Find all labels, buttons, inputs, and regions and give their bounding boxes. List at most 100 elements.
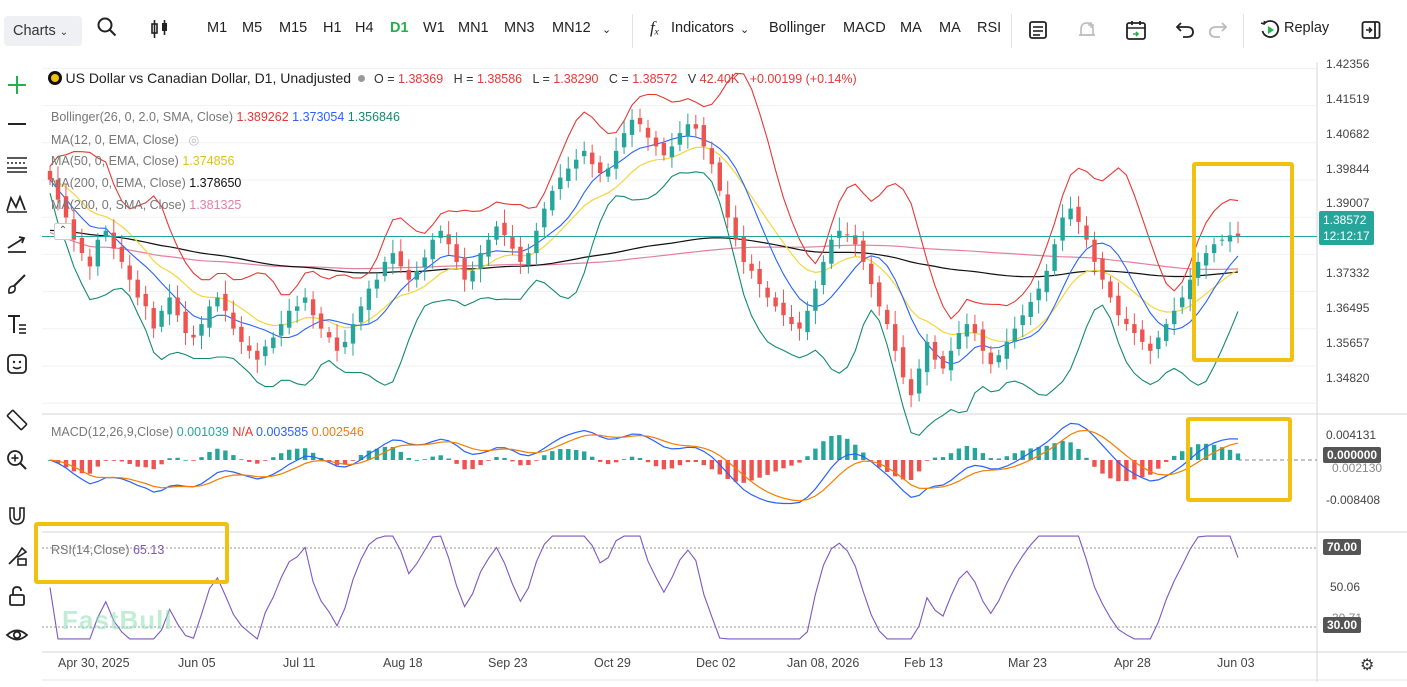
macd-histogram-bar [247,460,252,462]
indicators-button[interactable]: Indicators [671,20,734,36]
pattern-icon[interactable] [4,191,30,217]
timeframe-w1[interactable]: W1 [423,20,445,36]
bollinger-name: Bollinger(26, 0, 2.0, SMA, Close) [51,110,234,124]
candle-body [119,246,124,262]
lock-drawings-icon[interactable] [4,543,30,569]
horizontal-line-icon[interactable] [4,111,30,137]
timeframe-m5[interactable]: M5 [242,20,263,36]
candle-body [1068,208,1073,220]
emoji-sticker-icon[interactable] [4,351,30,377]
date-label: Feb 13 [904,656,943,670]
quick-ma-1[interactable]: MA [900,20,922,36]
macd-axis-label-partial: 0.002130 [1332,461,1383,475]
calendar-icon[interactable] [1125,19,1147,45]
ruler-icon[interactable] [4,407,30,433]
trend-tools-icon[interactable] [4,231,30,257]
chart-canvas[interactable] [42,62,1407,687]
candle-body [191,334,196,338]
macd-histogram-bar [1148,460,1153,475]
macd-histogram-bar [239,459,244,461]
quick-rsi[interactable]: RSI [977,20,1002,36]
candle-body [996,355,1001,363]
alert-add-icon[interactable] [1077,20,1097,44]
candle-body [924,341,930,373]
replay-button[interactable]: Replay [1284,20,1330,36]
last-price-value: 1.38572 [1323,213,1367,227]
timeframe-h1[interactable]: H1 [323,20,342,36]
bollinger-legend[interactable]: Bollinger(26, 0, 2.0, SMA, Close) 1.3892… [51,110,400,124]
chart-settings-gear-icon[interactable]: ⚙ [1360,657,1375,674]
ma200-sma-line [49,232,1239,270]
candle-body [310,299,316,316]
macd-histogram-bar [590,456,595,460]
crosshair-icon[interactable] [4,72,30,98]
unlock-icon[interactable] [4,583,30,609]
timeframe-mn12[interactable]: MN12 [552,20,591,36]
macd-histogram-bar [271,457,276,460]
template-icon[interactable] [1028,20,1048,44]
timeframe-m15[interactable]: M15 [279,20,308,36]
brush-icon[interactable] [4,271,30,297]
timeframe-d1[interactable]: D1 [390,20,409,36]
collapse-panel-icon[interactable] [1361,20,1381,44]
text-tool-icon[interactable] [4,311,30,337]
visibility-eye-icon[interactable] [4,622,30,648]
macd-histogram-bar [287,449,292,460]
timeframe-mn1[interactable]: MN1 [458,20,489,36]
date-label: Aug 18 [383,656,423,670]
hidden-eye-icon[interactable]: ◎ [188,133,200,147]
candle-body [1028,301,1033,317]
macd-histogram-bar [422,459,427,460]
candle-body [542,208,547,228]
symbol-name: US Dollar vs Canadian Dollar, D1, Unadju… [65,70,352,86]
ma200-sma-legend[interactable]: MA(200, 0, SMA, Close) 1.381325 [51,198,241,212]
parallel-channel-icon[interactable] [4,151,30,177]
candle-body [1164,324,1169,341]
ma200-ema-legend[interactable]: MA(200, 0, EMA, Close) 1.378650 [51,176,241,190]
candle-body [247,345,252,351]
timeframe-h4[interactable]: H4 [355,20,374,36]
timeframe-m1[interactable]: M1 [207,20,228,36]
candle-body [893,324,898,351]
candle-body [1227,235,1233,242]
macd-histogram-bar [980,453,986,460]
charts-menu-button[interactable]: Charts ⌄ [4,16,82,46]
zoom-in-icon[interactable] [4,447,30,473]
macd-legend[interactable]: MACD(12,26,9,Close) 0.001039 N/A 0.00358… [51,425,364,439]
date-label: Jun 05 [178,656,216,670]
macd-histogram-bar [1020,450,1025,460]
candlestick-type-icon[interactable] [149,18,171,44]
ma200-ema-value: 1.378650 [189,176,242,190]
candle-body [821,261,826,285]
timeframe-mn3[interactable]: MN3 [504,20,535,36]
redo-icon[interactable] [1208,20,1228,44]
candle-body [1156,337,1161,350]
candle-body [215,297,220,307]
candle-body [414,270,419,280]
collapse-legend-icon[interactable]: ⌃ [54,223,72,240]
indicators-chevron-icon[interactable]: ⌄ [740,24,750,36]
macd-histogram-bar [701,460,706,466]
quick-ma-2[interactable]: MA [939,20,961,36]
chart-area[interactable]: US Dollar vs Canadian Dollar, D1, Unadju… [34,57,1407,687]
replay-icon[interactable] [1260,20,1280,44]
rsi-legend[interactable]: RSI(14,Close) 65.13 [51,543,164,557]
timeframes-more-icon[interactable]: ⌄ [602,24,612,36]
quick-macd[interactable]: MACD [843,20,886,36]
quick-bollinger[interactable]: Bollinger [769,20,826,36]
candle-body [661,142,667,156]
ma12-legend[interactable]: MA(12, 0, EMA, Close) ◎ [51,132,199,147]
search-icon[interactable] [97,17,117,41]
macd-histogram-bar [621,459,627,460]
candle-body [1004,341,1009,359]
undo-icon[interactable] [1175,20,1195,44]
macd-histogram-bar [972,447,978,460]
date-label: Sep 23 [488,656,528,670]
candle-body [1116,295,1121,316]
macd-histogram-bar [494,457,499,460]
price-axis-label: 1.41519 [1326,92,1370,106]
macd-histogram-bar [1108,460,1113,479]
magnet-icon[interactable] [4,503,30,529]
macd-histogram-bar [869,460,874,461]
ma50-legend[interactable]: MA(50, 0, EMA, Close) 1.374856 [51,154,234,168]
